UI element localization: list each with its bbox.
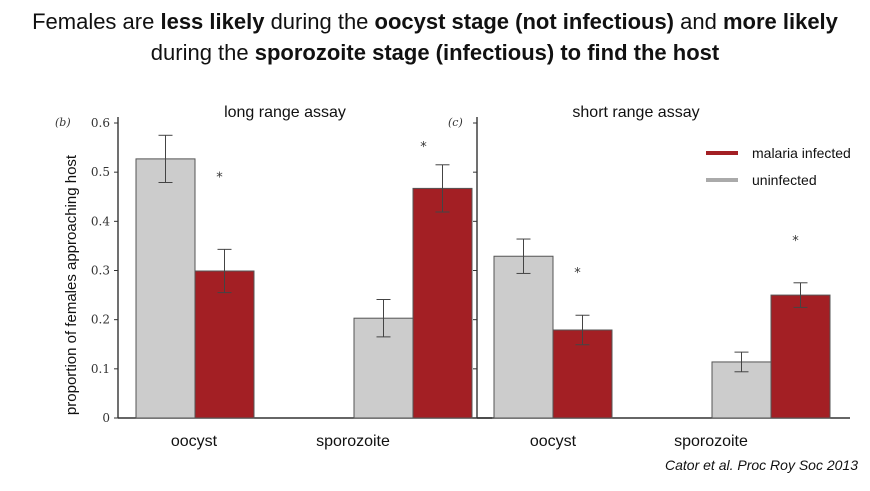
bar-uninfected	[135, 158, 196, 419]
bar-malaria-infected	[412, 187, 473, 419]
category-label: sporozoite	[674, 433, 748, 450]
y-tick-label: 0	[102, 411, 110, 425]
y-tick-label: 0.6	[91, 116, 110, 130]
slide-headline: Females are less likely during the oocys…	[0, 6, 870, 68]
category-label: oocyst	[530, 433, 577, 450]
significance-star: *	[420, 140, 427, 155]
category-label: sporozoite	[316, 433, 390, 450]
bar-malaria-infected	[194, 270, 255, 419]
category-label: oocyst	[171, 433, 218, 450]
y-tick-label: 0.4	[91, 214, 110, 228]
bar-malaria-infected	[770, 294, 831, 419]
headline-line-1: Females are less likely during the oocys…	[32, 9, 838, 34]
significance-star: *	[792, 234, 799, 249]
legend-label: malaria infected	[752, 145, 851, 161]
significance-star: *	[216, 170, 223, 185]
y-tick-label: 0.2	[91, 313, 110, 327]
y-tick-label: 0.1	[91, 362, 110, 376]
assay-title: long range assay	[224, 104, 346, 121]
y-tick-label: 0.5	[91, 165, 110, 179]
bar-uninfected	[493, 255, 554, 419]
legend-label: uninfected	[752, 172, 817, 188]
panel-letter: (c)	[448, 116, 463, 129]
panel-letter: (b)	[55, 116, 71, 129]
y-axis-label: proportion of females approaching host	[63, 154, 80, 415]
headline-line-2: during the sporozoite stage (infectious)…	[150, 40, 720, 65]
y-tick-label: 0.3	[91, 264, 110, 278]
significance-star: *	[574, 266, 581, 281]
assay-title: short range assay	[572, 104, 699, 121]
citation: Cator et al. Proc Roy Soc 2013	[665, 457, 858, 473]
